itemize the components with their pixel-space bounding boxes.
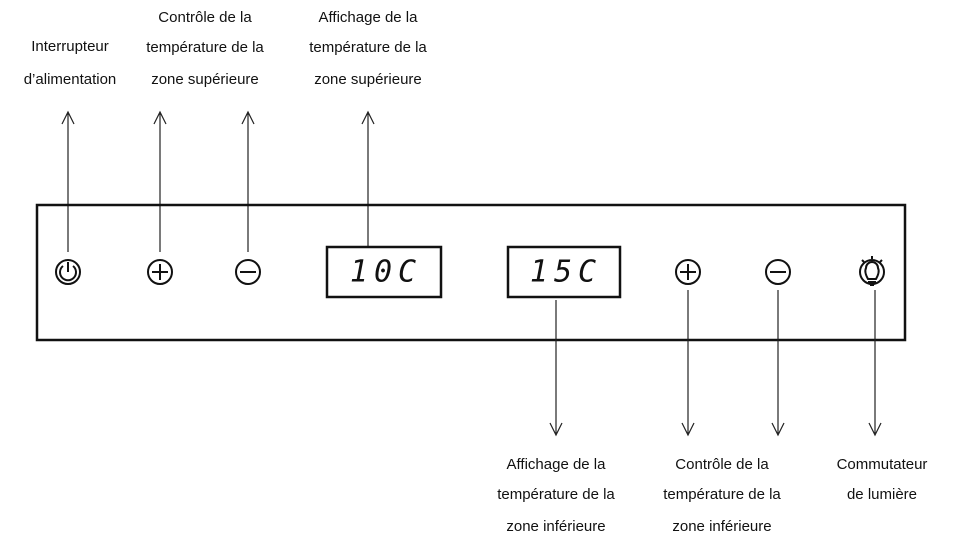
label-line: zone supérieure [151, 71, 259, 88]
label-upper-display: Affichage de la température de la zone s… [309, 9, 427, 88]
label-power: Interrupteur d’alimentation [24, 38, 117, 88]
label-line: de lumière [847, 486, 917, 503]
arrow [868, 290, 882, 437]
label-line: d’alimentation [24, 71, 117, 88]
label-line: température de la [309, 39, 427, 56]
arrow [61, 110, 75, 252]
display-text: 15C [530, 255, 602, 290]
panel [35, 203, 907, 342]
arrow [681, 290, 695, 437]
display-lower: 15C [506, 245, 622, 299]
plus-button-lower [675, 259, 701, 285]
arrow [361, 110, 375, 246]
arrow [549, 300, 563, 437]
label-line: température de la [497, 486, 615, 503]
label-line: température de la [663, 486, 781, 503]
label-line: Interrupteur [31, 38, 109, 55]
label-line: zone inférieure [506, 518, 605, 535]
label-lower-control: Contrôle de la température de la zone in… [663, 456, 781, 535]
display-upper: 10C [325, 245, 443, 299]
label-line: zone inférieure [672, 518, 771, 535]
light-button [859, 256, 885, 286]
label-line: température de la [146, 39, 264, 56]
arrow [771, 290, 785, 437]
label-line: Contrôle de la [158, 9, 252, 26]
label-line: Affichage de la [507, 456, 607, 473]
display-text: 10C [350, 255, 422, 290]
arrow [241, 110, 255, 252]
arrows-up [61, 110, 375, 252]
minus-button-upper [235, 259, 261, 285]
power-button [55, 259, 81, 285]
label-light: Commutateur de lumière [837, 456, 928, 503]
label-line: zone supérieure [314, 71, 422, 88]
plus-button-upper [147, 259, 173, 285]
arrow [153, 110, 167, 252]
label-lower-display: Affichage de la température de la zone i… [497, 456, 615, 535]
label-line: Commutateur [837, 456, 928, 473]
arrows-down [549, 290, 882, 437]
label-line: Affichage de la [319, 9, 419, 26]
label-upper-control: Contrôle de la température de la zone su… [146, 9, 264, 88]
label-line: Contrôle de la [675, 456, 769, 473]
minus-button-lower [765, 259, 791, 285]
